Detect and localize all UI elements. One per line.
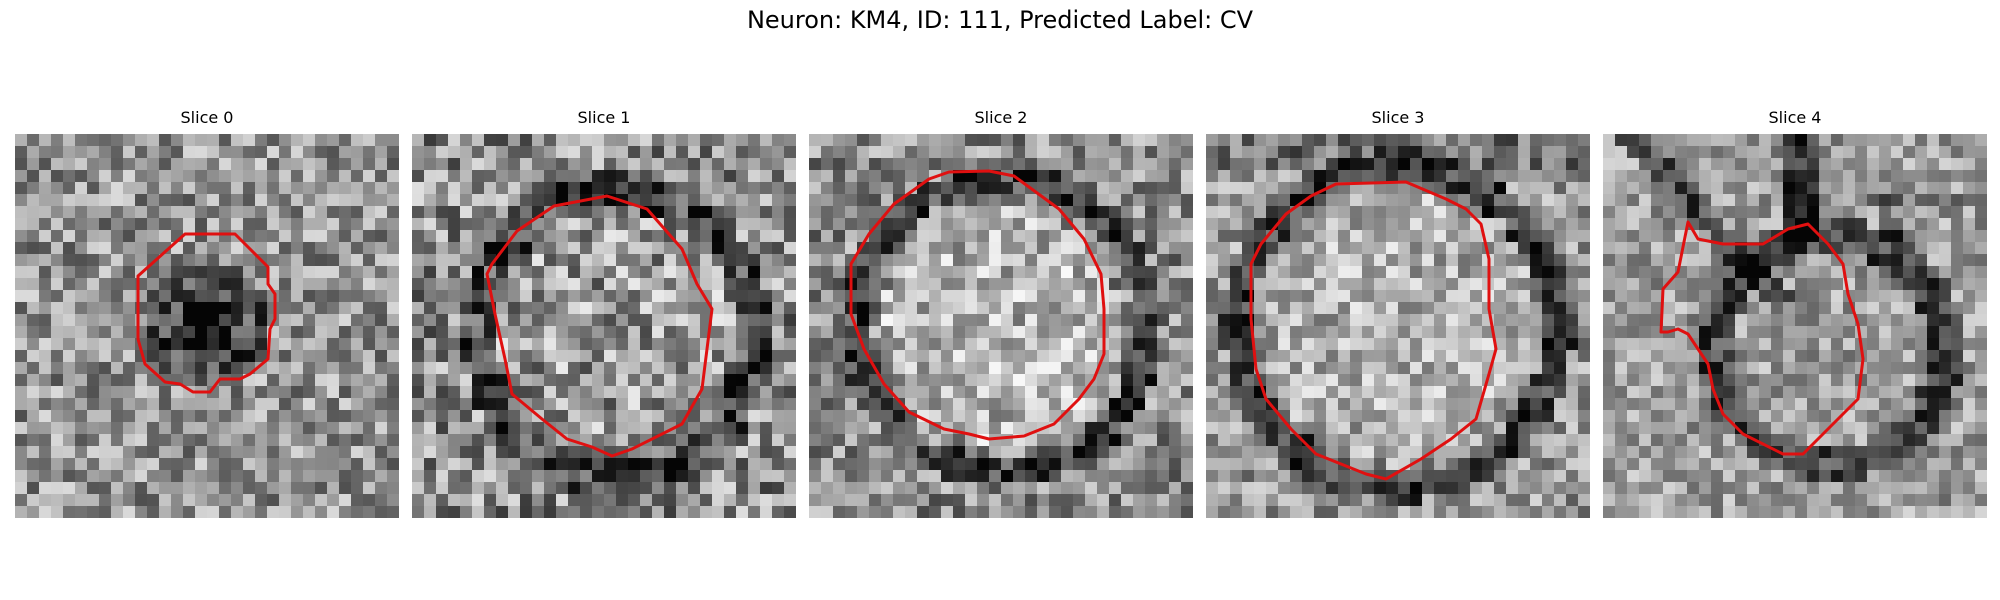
panel-title-slice-2: Slice 2: [974, 108, 1028, 127]
panel-title-slice-4: Slice 4: [1768, 108, 1822, 127]
pixel-grid: [412, 134, 796, 518]
pixel-grid: [15, 134, 399, 518]
segmentation-contour: [849, 169, 1106, 441]
pixel-grid: [1206, 134, 1590, 518]
slice-2-image: [809, 134, 1193, 518]
figure-title: Neuron: KM4, ID: 111, Predicted Label: C…: [746, 6, 1254, 34]
pixel-grid: [809, 134, 1193, 518]
panel-title-slice-3: Slice 3: [1371, 108, 1425, 127]
panel-title-slice-1: Slice 1: [577, 108, 631, 127]
panel-title-slice-0: Slice 0: [180, 108, 234, 127]
segmentation-contour: [485, 194, 714, 458]
segmentation-contour: [136, 232, 277, 394]
segmentation-contour: [1659, 220, 1865, 456]
slice-3-image: [1206, 134, 1590, 518]
slice-4-image: [1603, 134, 1987, 518]
slice-1-image: [412, 134, 796, 518]
segmentation-contour: [1249, 180, 1498, 481]
slice-0-image: [15, 134, 399, 518]
